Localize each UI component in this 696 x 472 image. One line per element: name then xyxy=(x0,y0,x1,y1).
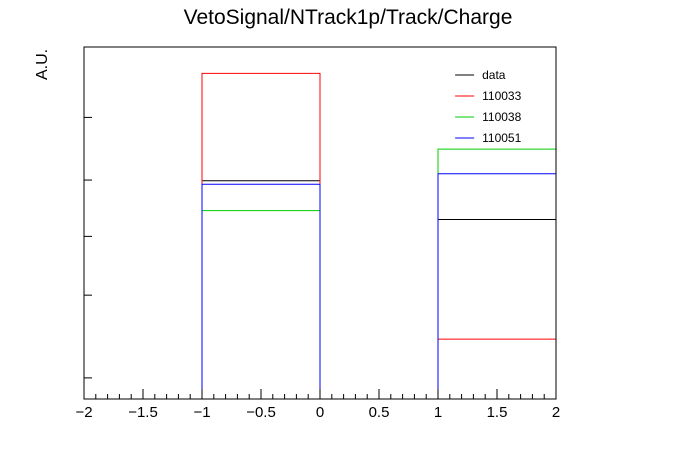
legend-label: data xyxy=(482,68,506,82)
plot-area xyxy=(84,72,556,400)
x-tick-label: 0 xyxy=(316,404,324,421)
x-tick-label: −1 xyxy=(193,404,210,421)
chart-title: VetoSignal/NTrack1p/Track/Charge xyxy=(184,6,513,29)
legend-item-110051: 110051 xyxy=(455,131,522,145)
bar-110033-bin-1 xyxy=(202,73,320,399)
legend-item-data: data xyxy=(455,68,506,82)
series-110051 xyxy=(84,173,556,400)
axes: −2 −1.5 −1 −0.5 0 0.5 1 1.5 2 xyxy=(75,116,560,421)
bar-data-bin-1 xyxy=(202,181,320,399)
legend-label: 110033 xyxy=(482,89,521,103)
x-tick-label: −2 xyxy=(75,404,92,421)
bar-110038-bin-3 xyxy=(438,149,556,399)
x-tick-label: 1 xyxy=(434,404,442,421)
x-tick-label: −0.5 xyxy=(246,404,276,421)
legend-label: 110051 xyxy=(482,131,521,145)
x-tick-label: 1.5 xyxy=(487,404,508,421)
series-line-110051 xyxy=(84,173,556,400)
legend: data 110033 110038 110051 xyxy=(455,68,522,145)
y-axis-label: A.U. xyxy=(34,49,51,80)
legend-label: 110038 xyxy=(482,110,521,124)
x-tick-label: −1.5 xyxy=(128,404,158,421)
legend-item-110038: 110038 xyxy=(455,110,522,124)
bar-110051-bin-1 xyxy=(202,184,320,399)
legend-item-110033: 110033 xyxy=(455,89,522,103)
x-tick-label: 0.5 xyxy=(369,404,390,421)
bar-data-bin-3 xyxy=(438,219,556,399)
x-tick-label: 2 xyxy=(552,404,560,421)
bar-110038-bin-1 xyxy=(202,211,320,399)
bar-110051-bin-3 xyxy=(438,174,556,399)
